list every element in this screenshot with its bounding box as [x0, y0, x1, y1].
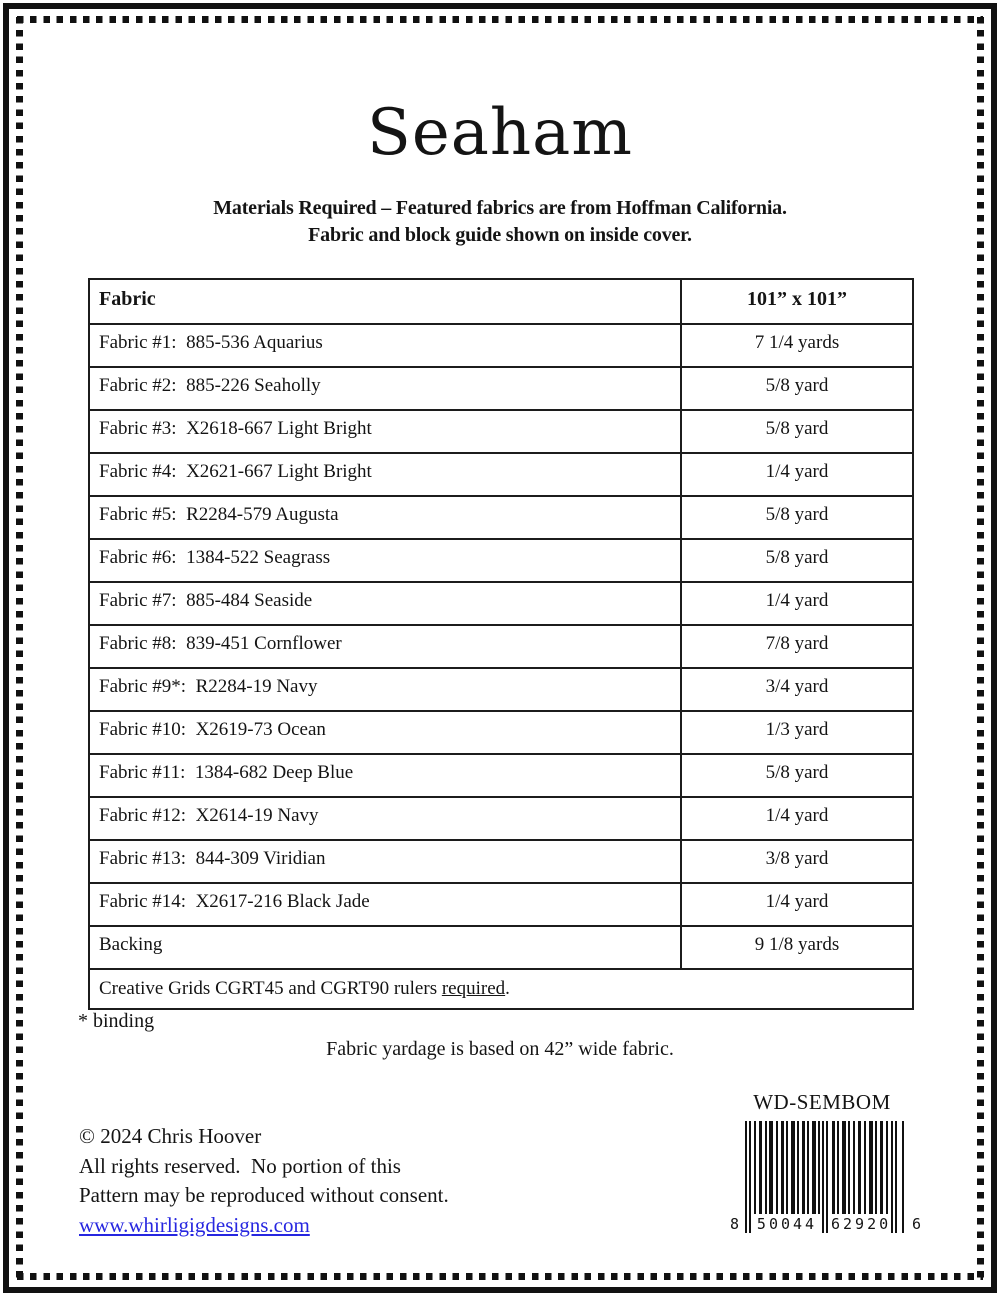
fabric-cell: Fabric #12: X2614-19 Navy: [88, 796, 682, 841]
yardage-basis-note: Fabric yardage is based on 42” wide fabr…: [326, 1038, 674, 1060]
table-row: Fabric #14: X2617-216 Black Jade 1/4 yar…: [88, 882, 914, 927]
barcode-digit-right: 6: [911, 1215, 921, 1233]
fabric-cell: Fabric #14: X2617-216 Black Jade: [88, 882, 682, 927]
rulers-note-prefix: Creative Grids CGRT45 and CGRT90 rulers: [99, 978, 442, 999]
table-row: Fabric #10: X2619-73 Ocean 1/3 yard: [88, 710, 914, 755]
fabric-cell: Fabric #11: 1384-682 Deep Blue: [88, 753, 682, 798]
rulers-note-required: required: [441, 978, 506, 999]
table-row: Fabric #8: 839-451 Cornflower 7/8 yard: [88, 624, 914, 669]
table-row: Fabric #2: 885-226 Seaholly 5/8 yard: [88, 366, 914, 411]
fabric-cell: Fabric #2: 885-226 Seaholly: [88, 366, 682, 411]
fabric-column-header: Fabric: [88, 278, 682, 325]
table-row: Fabric #1: 885-536 Aquarius 7 1/4 yards: [88, 323, 914, 368]
pattern-title: Seaham: [367, 96, 633, 170]
yardage-cell: 5/8 yard: [680, 753, 914, 798]
table-header-row: Fabric 101” x 101”: [88, 278, 914, 325]
product-code: WD-SEMBOM: [753, 1090, 891, 1114]
fabric-cell: Fabric #13: 844-309 Viridian: [88, 839, 682, 884]
yardage-cell: 7/8 yard: [680, 624, 914, 669]
fabric-cell: Fabric #3: X2618-667 Light Bright: [88, 409, 682, 454]
fabric-cell: Backing: [88, 925, 682, 970]
table-row: Fabric #9*: R2284-19 Navy 3/4 yard: [88, 667, 914, 712]
barcode: 8 50044 62920 6: [730, 1121, 921, 1247]
fabric-cell: Fabric #8: 839-451 Cornflower: [88, 624, 682, 669]
barcode-digit-group2: 62920: [831, 1214, 892, 1234]
fabric-guide-line: Fabric and block guide shown on inside c…: [308, 224, 692, 246]
yardage-cell: 1/4 yard: [680, 796, 914, 841]
fabric-cell: Fabric #4: X2621-667 Light Bright: [88, 452, 682, 497]
materials-required-line: Materials Required – Featured fabrics ar…: [213, 197, 787, 219]
yardage-cell: 1/4 yard: [680, 452, 914, 497]
yardage-cell: 3/4 yard: [680, 667, 914, 712]
table-row: Fabric #3: X2618-667 Light Bright 5/8 ya…: [88, 409, 914, 454]
table-row-backing: Backing 9 1/8 yards: [88, 925, 914, 970]
materials-table: Fabric 101” x 101” Fabric #1: 885-536 Aq…: [88, 278, 914, 1010]
copyright-line: Pattern may be reproduced without consen…: [79, 1183, 449, 1207]
yardage-cell: 9 1/8 yards: [680, 925, 914, 970]
quilt-size-column-header: 101” x 101”: [680, 278, 914, 325]
rulers-note-cell: Creative Grids CGRT45 and CGRT90 rulers …: [88, 968, 914, 1010]
fabric-cell: Fabric #10: X2619-73 Ocean: [88, 710, 682, 755]
table-row-rulers-note: Creative Grids CGRT45 and CGRT90 rulers …: [88, 968, 914, 1010]
yardage-cell: 5/8 yard: [680, 409, 914, 454]
table-row: Fabric #13: 844-309 Viridian 3/8 yard: [88, 839, 914, 884]
copyright-block: © 2024 Chris Hoover All rights reserved.…: [79, 1122, 449, 1240]
copyright-line: © 2024 Chris Hoover: [79, 1124, 262, 1148]
fabric-cell: Fabric #6: 1384-522 Seagrass: [88, 538, 682, 583]
dotted-border-top: [17, 16, 983, 23]
yardage-cell: 1/3 yard: [680, 710, 914, 755]
table-row: Fabric #5: R2284-579 Augusta 5/8 yard: [88, 495, 914, 540]
table-row: Fabric #4: X2621-667 Light Bright 1/4 ya…: [88, 452, 914, 497]
fabric-cell: Fabric #5: R2284-579 Augusta: [88, 495, 682, 540]
yardage-cell: 7 1/4 yards: [680, 323, 914, 368]
table-row: Fabric #7: 885-484 Seaside 1/4 yard: [88, 581, 914, 626]
fabric-cell: Fabric #7: 885-484 Seaside: [88, 581, 682, 626]
table-row: Fabric #11: 1384-682 Deep Blue 5/8 yard: [88, 753, 914, 798]
copyright-line: All rights reserved. No portion of this: [79, 1153, 401, 1178]
dotted-border-bottom: [17, 1273, 983, 1280]
rulers-note-suffix: .: [505, 978, 510, 999]
fabric-cell: Fabric #1: 885-536 Aquarius: [88, 323, 682, 368]
yardage-cell: 5/8 yard: [680, 538, 914, 583]
binding-footnote: * binding: [78, 1010, 155, 1032]
yardage-cell: 5/8 yard: [680, 366, 914, 411]
yardage-cell: 1/4 yard: [680, 882, 914, 927]
barcode-digit-left: 8: [730, 1215, 740, 1233]
table-row: Fabric #12: X2614-19 Navy 1/4 yard: [88, 796, 914, 841]
fabric-cell: Fabric #9*: R2284-19 Navy: [88, 667, 682, 712]
table-row: Fabric #6: 1384-522 Seagrass 5/8 yard: [88, 538, 914, 583]
yardage-cell: 5/8 yard: [680, 495, 914, 540]
website-link[interactable]: www.whirligigdesigns.com: [79, 1212, 310, 1237]
yardage-cell: 3/8 yard: [680, 839, 914, 884]
barcode-digit-group1: 50044: [754, 1214, 820, 1234]
yardage-cell: 1/4 yard: [680, 581, 914, 626]
barcode-bars: [745, 1121, 904, 1233]
